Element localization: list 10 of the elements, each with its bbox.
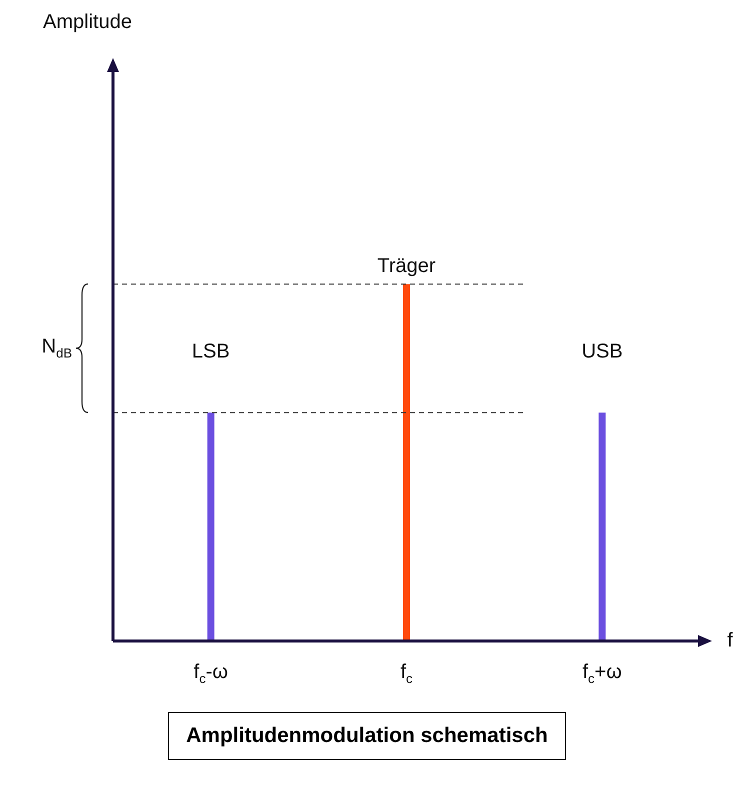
annotation: LSB	[192, 340, 230, 363]
text: Amplitudenmodulation schematisch	[168, 712, 566, 760]
text: Amplitude	[43, 11, 132, 33]
x-tick-label: f$_{c}$-ω	[194, 661, 228, 686]
annotation: USB	[582, 340, 623, 363]
x-axis-title: f	[727, 630, 733, 652]
x-tick-label: f$_{c}$+ω	[582, 661, 622, 686]
text: N$_{dB}$	[42, 336, 72, 361]
x-tick-label: f$_{c}$	[400, 661, 413, 686]
annotation: Träger	[377, 255, 436, 278]
